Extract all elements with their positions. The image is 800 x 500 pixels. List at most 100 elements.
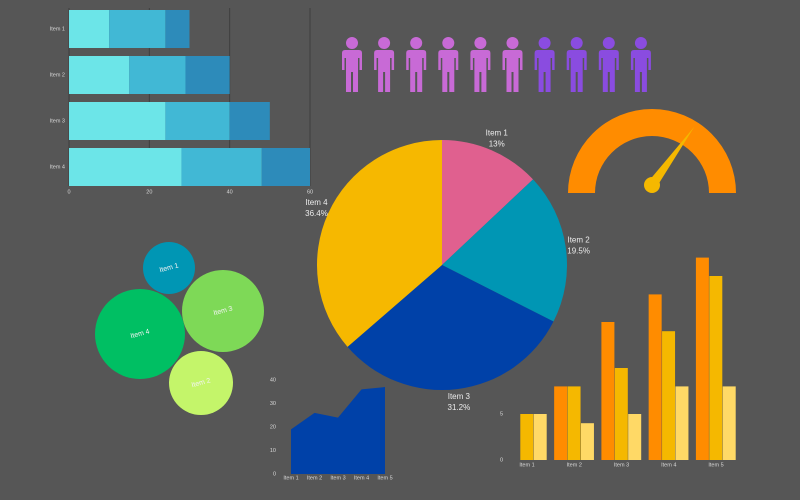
y-tick-label: Item 4	[50, 164, 65, 170]
bar	[520, 414, 534, 460]
person-head	[602, 37, 615, 49]
person-body	[598, 50, 619, 92]
pie-slice	[442, 140, 534, 265]
y-tick-label: 40	[270, 377, 276, 383]
x-tick-label: 0	[67, 189, 70, 195]
bubble-label: Item 2	[191, 377, 212, 389]
x-tick-label: Item 3	[614, 462, 629, 468]
person-head	[538, 37, 551, 49]
person-body	[406, 50, 427, 92]
y-tick-label: Item 1	[50, 26, 65, 32]
bar-segment	[109, 10, 166, 48]
x-tick-label: Item 4	[661, 462, 676, 468]
bar	[567, 386, 581, 460]
bar	[722, 386, 736, 460]
person-icon	[406, 37, 427, 92]
x-tick-label: Item 1	[519, 462, 534, 468]
bar-segment	[69, 56, 130, 94]
bar	[675, 386, 689, 460]
bar-segment	[229, 102, 270, 140]
person-icon	[630, 37, 651, 92]
bar	[533, 414, 547, 460]
person-body	[534, 50, 555, 92]
slice-value: 31.2%	[448, 403, 471, 412]
bar	[648, 294, 662, 460]
y-tick-label: 5	[500, 411, 503, 417]
area	[291, 387, 385, 474]
bar-segment	[181, 148, 262, 186]
slice-label: Item 4	[305, 198, 328, 207]
person-body	[630, 50, 651, 92]
person-body	[374, 50, 395, 92]
bar	[695, 257, 709, 460]
bubble-label: Item 1	[159, 262, 180, 274]
person-head	[410, 37, 423, 49]
slice-label: Item 3	[448, 392, 471, 401]
person-body	[470, 50, 491, 92]
slice-label: Item 2	[567, 235, 590, 244]
person-body	[502, 50, 523, 92]
person-icon	[470, 37, 491, 92]
bar-segment	[165, 10, 190, 48]
icon-group	[342, 37, 523, 92]
bar	[554, 386, 568, 460]
bubble-label: Item 4	[130, 328, 151, 340]
y-tick-label: 0	[500, 457, 503, 463]
needle-hub	[644, 177, 660, 193]
person-head	[506, 37, 519, 49]
slice-label: Item 1	[486, 128, 509, 137]
person-head	[442, 37, 455, 49]
person-icon	[502, 37, 523, 92]
pie-slice	[347, 265, 554, 390]
x-tick-label: Item 2	[307, 475, 322, 481]
person-body	[438, 50, 459, 92]
x-tick-label: 20	[146, 189, 152, 195]
x-tick-label: Item 5	[377, 475, 392, 481]
bar	[614, 368, 628, 460]
bubble	[143, 242, 195, 294]
person-icon	[534, 37, 555, 92]
y-tick-label: 10	[270, 448, 276, 454]
gauge-needle	[644, 126, 695, 193]
bar	[601, 322, 615, 460]
y-tick-label: 0	[273, 471, 276, 477]
y-tick-label: 30	[270, 401, 276, 407]
y-tick-label: 20	[270, 424, 276, 430]
person-head	[346, 37, 358, 49]
person-head	[570, 37, 583, 49]
person-head	[378, 37, 391, 49]
bubble	[182, 270, 264, 352]
x-tick-label: 40	[227, 189, 233, 195]
bar-segment	[69, 148, 182, 186]
icon-group	[534, 37, 651, 92]
bar-segment	[129, 56, 186, 94]
person-icon	[374, 37, 395, 92]
y-tick-label: Item 2	[50, 72, 65, 78]
person-body	[566, 50, 587, 92]
bar	[628, 414, 642, 460]
x-tick-label: Item 5	[708, 462, 723, 468]
bar-segment	[185, 56, 230, 94]
person-icon	[566, 37, 587, 92]
x-tick-label: Item 1	[283, 475, 298, 481]
person-body	[342, 50, 362, 92]
pie-slice	[317, 140, 442, 347]
bubble	[169, 351, 233, 415]
x-tick-label: Item 2	[567, 462, 582, 468]
bar	[709, 276, 723, 460]
needle-body	[647, 126, 695, 188]
bar-segment	[69, 102, 166, 140]
person-head	[634, 37, 647, 49]
bar	[580, 423, 594, 460]
bar-segment	[165, 102, 230, 140]
bar-segment	[261, 148, 310, 186]
pie-slice	[442, 179, 567, 322]
person-icon	[342, 37, 362, 92]
bubble-label: Item 3	[213, 305, 234, 317]
slice-value: 13%	[489, 139, 505, 148]
person-head	[474, 37, 487, 49]
gauge-arc	[568, 109, 736, 193]
person-icon	[438, 37, 459, 92]
